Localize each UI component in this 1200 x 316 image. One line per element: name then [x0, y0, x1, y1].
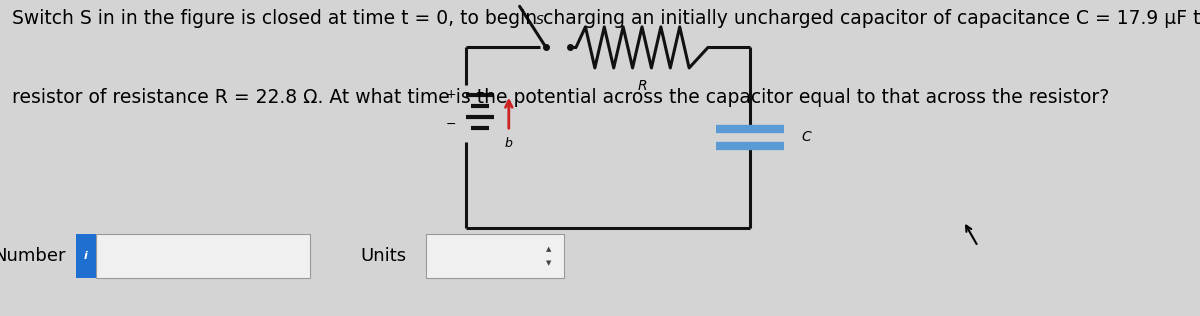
Text: +: +	[445, 88, 456, 101]
Text: resistor of resistance R = 22.8 Ω. At what time is the potential across the capa: resistor of resistance R = 22.8 Ω. At wh…	[12, 88, 1109, 107]
Text: ▼: ▼	[546, 260, 551, 266]
Text: i: i	[84, 251, 88, 261]
Text: C: C	[802, 131, 811, 144]
Text: Number: Number	[0, 247, 66, 265]
Text: ▲: ▲	[546, 246, 551, 252]
Text: Units: Units	[360, 247, 406, 265]
Text: S: S	[536, 14, 544, 27]
Text: Switch S in in the figure is closed at time t = 0, to begin charging an initiall: Switch S in in the figure is closed at t…	[12, 9, 1200, 28]
Text: −: −	[445, 118, 456, 131]
Text: b: b	[505, 137, 512, 150]
FancyBboxPatch shape	[96, 234, 310, 278]
FancyBboxPatch shape	[76, 234, 96, 278]
FancyBboxPatch shape	[426, 234, 564, 278]
Text: R: R	[637, 79, 647, 93]
